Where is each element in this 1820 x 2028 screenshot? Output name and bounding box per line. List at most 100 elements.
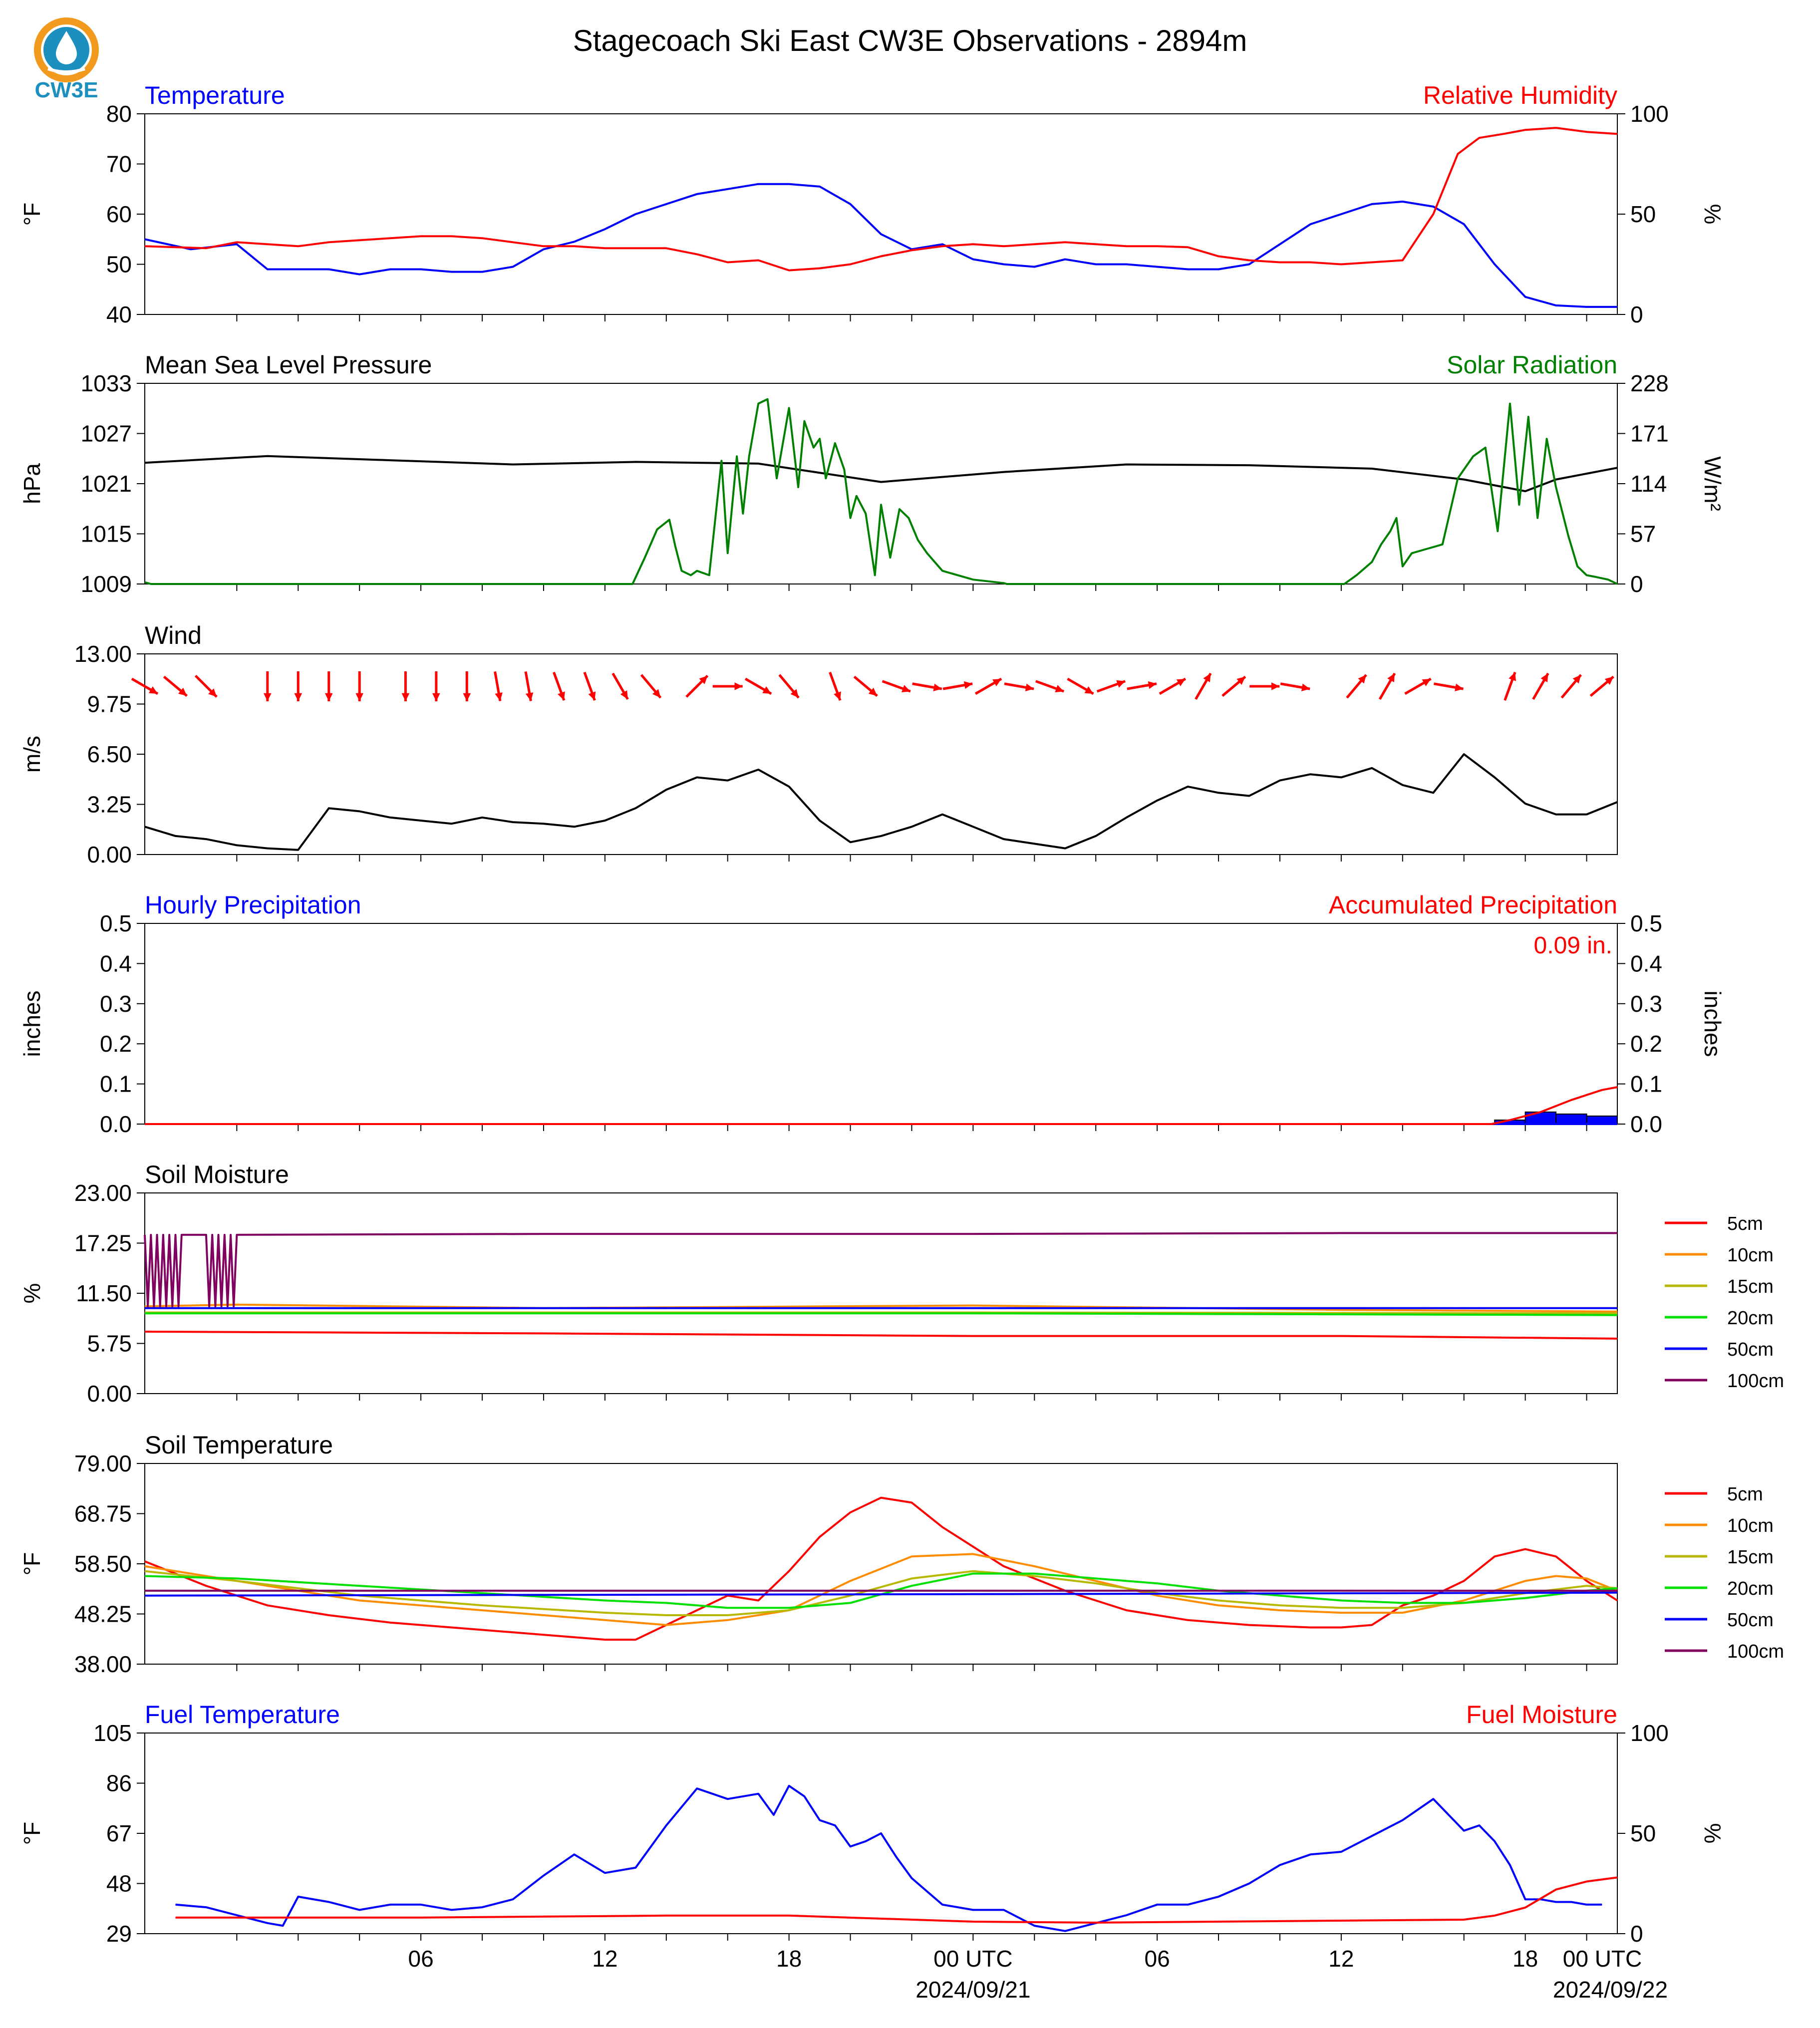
y-right-tick-label: 50	[1630, 1820, 1656, 1846]
y-tick-label: 0.4	[100, 950, 132, 976]
x-tick-label: 00 UTC	[1563, 1946, 1642, 1972]
wind-arrow-head	[495, 692, 503, 701]
wind-arrow	[264, 671, 272, 701]
y-right-tick-label: 0	[1630, 571, 1643, 597]
legend-label: 100cm	[1727, 1641, 1784, 1662]
wind-arrow	[355, 671, 364, 701]
wind-arrow-head	[1203, 673, 1211, 682]
wind-arrow-head	[432, 693, 440, 701]
x-tick-label: 06	[1145, 1946, 1170, 1972]
wind-arrow-head	[834, 691, 841, 701]
y-right-tick-label: 171	[1630, 421, 1669, 447]
series-line-1	[145, 1086, 1618, 1125]
y-tick-label: 29	[106, 1921, 132, 1947]
wind-arrow-head	[1271, 682, 1280, 690]
panel-wind: Wind 0.00 3.25 6.50 9.75 13.00 m/s	[19, 621, 1618, 868]
y-tick-label: 48.25	[74, 1601, 132, 1627]
wind-arrow-head	[902, 685, 910, 693]
y-right-tick-label: 100	[1630, 1720, 1669, 1746]
x-tick-label: 12	[592, 1946, 617, 1972]
wind-arrow-head	[1455, 683, 1464, 692]
legend-label: 15cm	[1727, 1547, 1774, 1568]
legend-label: 10cm	[1727, 1245, 1774, 1266]
y-right-tick-label: 114	[1630, 471, 1667, 497]
wind-arrow-head	[620, 690, 628, 699]
y-right-axis-label: inches	[1700, 991, 1726, 1057]
wind-arrow	[324, 671, 333, 701]
panel-precipitation: Hourly Precipitation Accumulated Precipit…	[19, 891, 1726, 1137]
series-line-1	[144, 398, 1618, 585]
wind-arrow	[1127, 681, 1157, 690]
series-line-4	[144, 1591, 1618, 1597]
wind-arrow-head	[1301, 683, 1310, 692]
wind-arrow	[1280, 682, 1310, 692]
y-tick-label: 11.50	[76, 1280, 132, 1306]
wind-arrow	[1404, 677, 1432, 695]
wind-arrow	[294, 671, 303, 701]
y-tick-label: 0.5	[100, 910, 132, 936]
y-tick-label: 105	[93, 1720, 132, 1746]
wind-arrow-head	[1540, 673, 1548, 682]
wind-arrow-head	[324, 693, 333, 701]
y-right-tick-label: 57	[1630, 521, 1656, 547]
wind-arrow	[1096, 680, 1126, 693]
precip-bar	[1555, 1113, 1587, 1125]
series-line-0	[144, 183, 1617, 308]
panel-title-right: Solar Radiation	[1447, 351, 1617, 379]
series-line-0	[144, 753, 1618, 851]
wind-arrow	[401, 671, 410, 701]
y-right-tick-label: 228	[1630, 370, 1669, 396]
y-tick-label: 0.0	[100, 1111, 132, 1137]
wind-arrow	[1504, 671, 1517, 701]
legend-label: 100cm	[1727, 1371, 1784, 1392]
date-label: 2024/09/21	[915, 1977, 1030, 2003]
series-line-5	[144, 1232, 1617, 1308]
wind-arrow	[463, 671, 471, 701]
y-tick-label: 58.50	[74, 1551, 132, 1577]
wind-arrow	[583, 671, 596, 701]
wind-arrow	[744, 677, 772, 695]
y-tick-label: 1015	[81, 521, 132, 547]
panel-pressure: Mean Sea Level Pressure Solar Radiation 10…	[19, 351, 1726, 597]
wind-arrow-head	[355, 693, 364, 701]
wind-arrow-head	[558, 691, 565, 701]
y-tick-label: 0.00	[87, 842, 132, 868]
logo-text: CW3E	[34, 78, 98, 102]
accumulated-total-label: 0.09 in.	[1534, 932, 1612, 959]
y-tick-label: 68.75	[74, 1501, 132, 1527]
series-line-1	[144, 127, 1618, 272]
wind-arrow-head	[401, 693, 410, 701]
y-tick-label: 0.2	[100, 1031, 132, 1057]
y-right-tick-label: 0	[1630, 301, 1643, 327]
wind-arrow-head	[933, 683, 942, 692]
y-tick-label: 0.00	[87, 1381, 132, 1407]
logo-ring	[34, 17, 99, 82]
y-right-axis-label: %	[1700, 1823, 1726, 1844]
panel-soil_temperature: Soil Temperature 38.00 48.25 58.50 68.75 79.0…	[19, 1431, 1784, 1677]
water-drop-icon	[56, 31, 77, 64]
series-line-3	[144, 1572, 1618, 1609]
wind-arrow	[912, 682, 942, 692]
y-tick-label: 1027	[81, 421, 132, 447]
wind-arrow	[1159, 677, 1187, 695]
panel-soil_moisture: Soil Moisture 0.00 5.75 11.50 17.25 23.00% 5cm…	[19, 1160, 1784, 1407]
y-right-axis-label: W/m²	[1700, 456, 1726, 511]
wind-arrow	[829, 671, 842, 701]
y-right-tick-label: 0.4	[1630, 950, 1662, 976]
wind-arrow	[1589, 675, 1614, 697]
panel-title-left: Mean Sea Level Pressure	[145, 351, 432, 379]
y-right-tick-label: 0.5	[1630, 910, 1662, 936]
wind-arrow	[882, 680, 911, 693]
wind-arrow-head	[1084, 686, 1094, 694]
wind-arrow-head	[1358, 674, 1366, 684]
wind-arrow	[1249, 682, 1280, 690]
y-tick-label: 1033	[81, 370, 132, 396]
y-axis-label: °F	[19, 203, 45, 226]
wind-arrow	[778, 674, 800, 699]
y-tick-label: 3.25	[87, 792, 132, 818]
wind-arrow	[1378, 672, 1396, 700]
series-line-0	[175, 1784, 1602, 1932]
wind-arrow	[494, 671, 503, 701]
x-tick-label: 12	[1328, 1946, 1354, 1972]
